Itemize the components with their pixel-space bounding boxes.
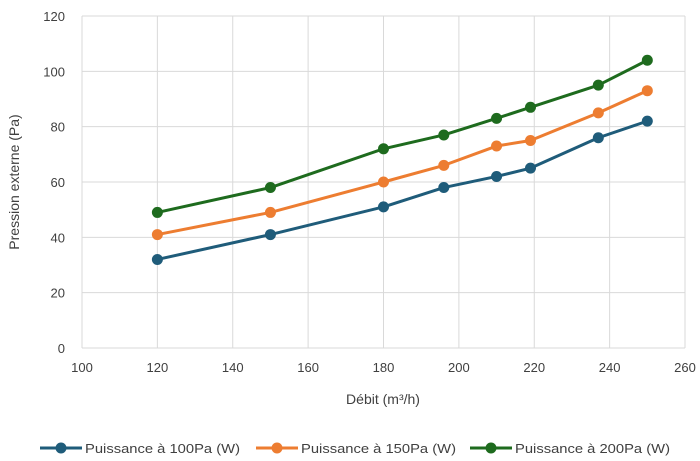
data-point xyxy=(524,135,536,146)
x-tick-label: 120 xyxy=(147,360,169,375)
data-point xyxy=(592,132,604,144)
y-tick-label: 40 xyxy=(51,230,65,245)
chart-series xyxy=(151,54,653,265)
y-axis-label: Pression externe (Pa) xyxy=(6,114,22,249)
data-point xyxy=(491,170,503,182)
data-point xyxy=(264,206,276,218)
series-3 xyxy=(151,54,653,218)
y-tick-label: 100 xyxy=(43,64,65,79)
series-line xyxy=(157,119,648,261)
chart-grid xyxy=(81,15,686,349)
x-axis-ticks: 100 120 140 160 180 200 220 240 260 xyxy=(71,360,696,375)
legend-item: Puissance à 150Pa (W) xyxy=(256,441,456,456)
data-point xyxy=(641,85,653,97)
data-point xyxy=(438,129,450,141)
y-tick-label: 0 xyxy=(58,341,65,356)
data-point xyxy=(641,54,653,66)
x-tick-label: 240 xyxy=(599,360,621,375)
legend-point-marker xyxy=(55,442,67,454)
x-tick-label: 140 xyxy=(222,360,244,375)
data-point xyxy=(151,206,163,218)
legend-point-marker xyxy=(485,442,497,454)
y-tick-label: 80 xyxy=(51,120,65,135)
legend-item: Puissance à 100Pa (W) xyxy=(40,441,240,456)
data-point xyxy=(491,140,503,152)
y-tick-label: 120 xyxy=(43,9,65,24)
chart-legend: Puissance à 100Pa (W) Puissance à 150Pa (… xyxy=(40,441,670,456)
x-tick-label: 200 xyxy=(448,360,470,375)
legend-label: Puissance à 100Pa (W) xyxy=(85,441,240,456)
legend-label: Puissance à 150Pa (W) xyxy=(301,441,456,456)
data-point xyxy=(378,176,389,188)
data-point xyxy=(151,253,163,265)
data-point xyxy=(641,115,653,127)
series-1 xyxy=(151,115,653,265)
y-tick-label: 60 xyxy=(51,175,65,190)
data-point xyxy=(151,229,163,241)
data-point xyxy=(491,112,503,124)
series-line xyxy=(157,58,648,214)
data-point xyxy=(378,201,389,213)
x-tick-label: 180 xyxy=(373,360,395,375)
y-axis-ticks: 0 20 40 60 80 100 120 xyxy=(43,9,65,356)
x-tick-label: 100 xyxy=(71,360,93,375)
data-point xyxy=(264,229,276,241)
legend-item: Puissance à 200Pa (W) xyxy=(470,441,670,456)
data-point xyxy=(592,107,604,119)
series-line xyxy=(157,89,648,237)
series-2 xyxy=(151,85,653,241)
y-tick-label: 20 xyxy=(51,286,65,301)
data-point xyxy=(592,79,604,91)
data-point xyxy=(438,182,450,194)
data-point xyxy=(264,182,276,194)
x-axis-label: Débit (m³/h) xyxy=(346,391,420,407)
legend-label: Puissance à 200Pa (W) xyxy=(515,441,670,456)
data-point xyxy=(378,143,389,155)
data-point xyxy=(524,101,536,113)
legend-point-marker xyxy=(271,442,283,454)
x-tick-label: 160 xyxy=(297,360,319,375)
data-point xyxy=(438,159,450,171)
x-tick-label: 260 xyxy=(674,360,696,375)
x-tick-label: 220 xyxy=(523,360,545,375)
data-point xyxy=(524,162,536,174)
